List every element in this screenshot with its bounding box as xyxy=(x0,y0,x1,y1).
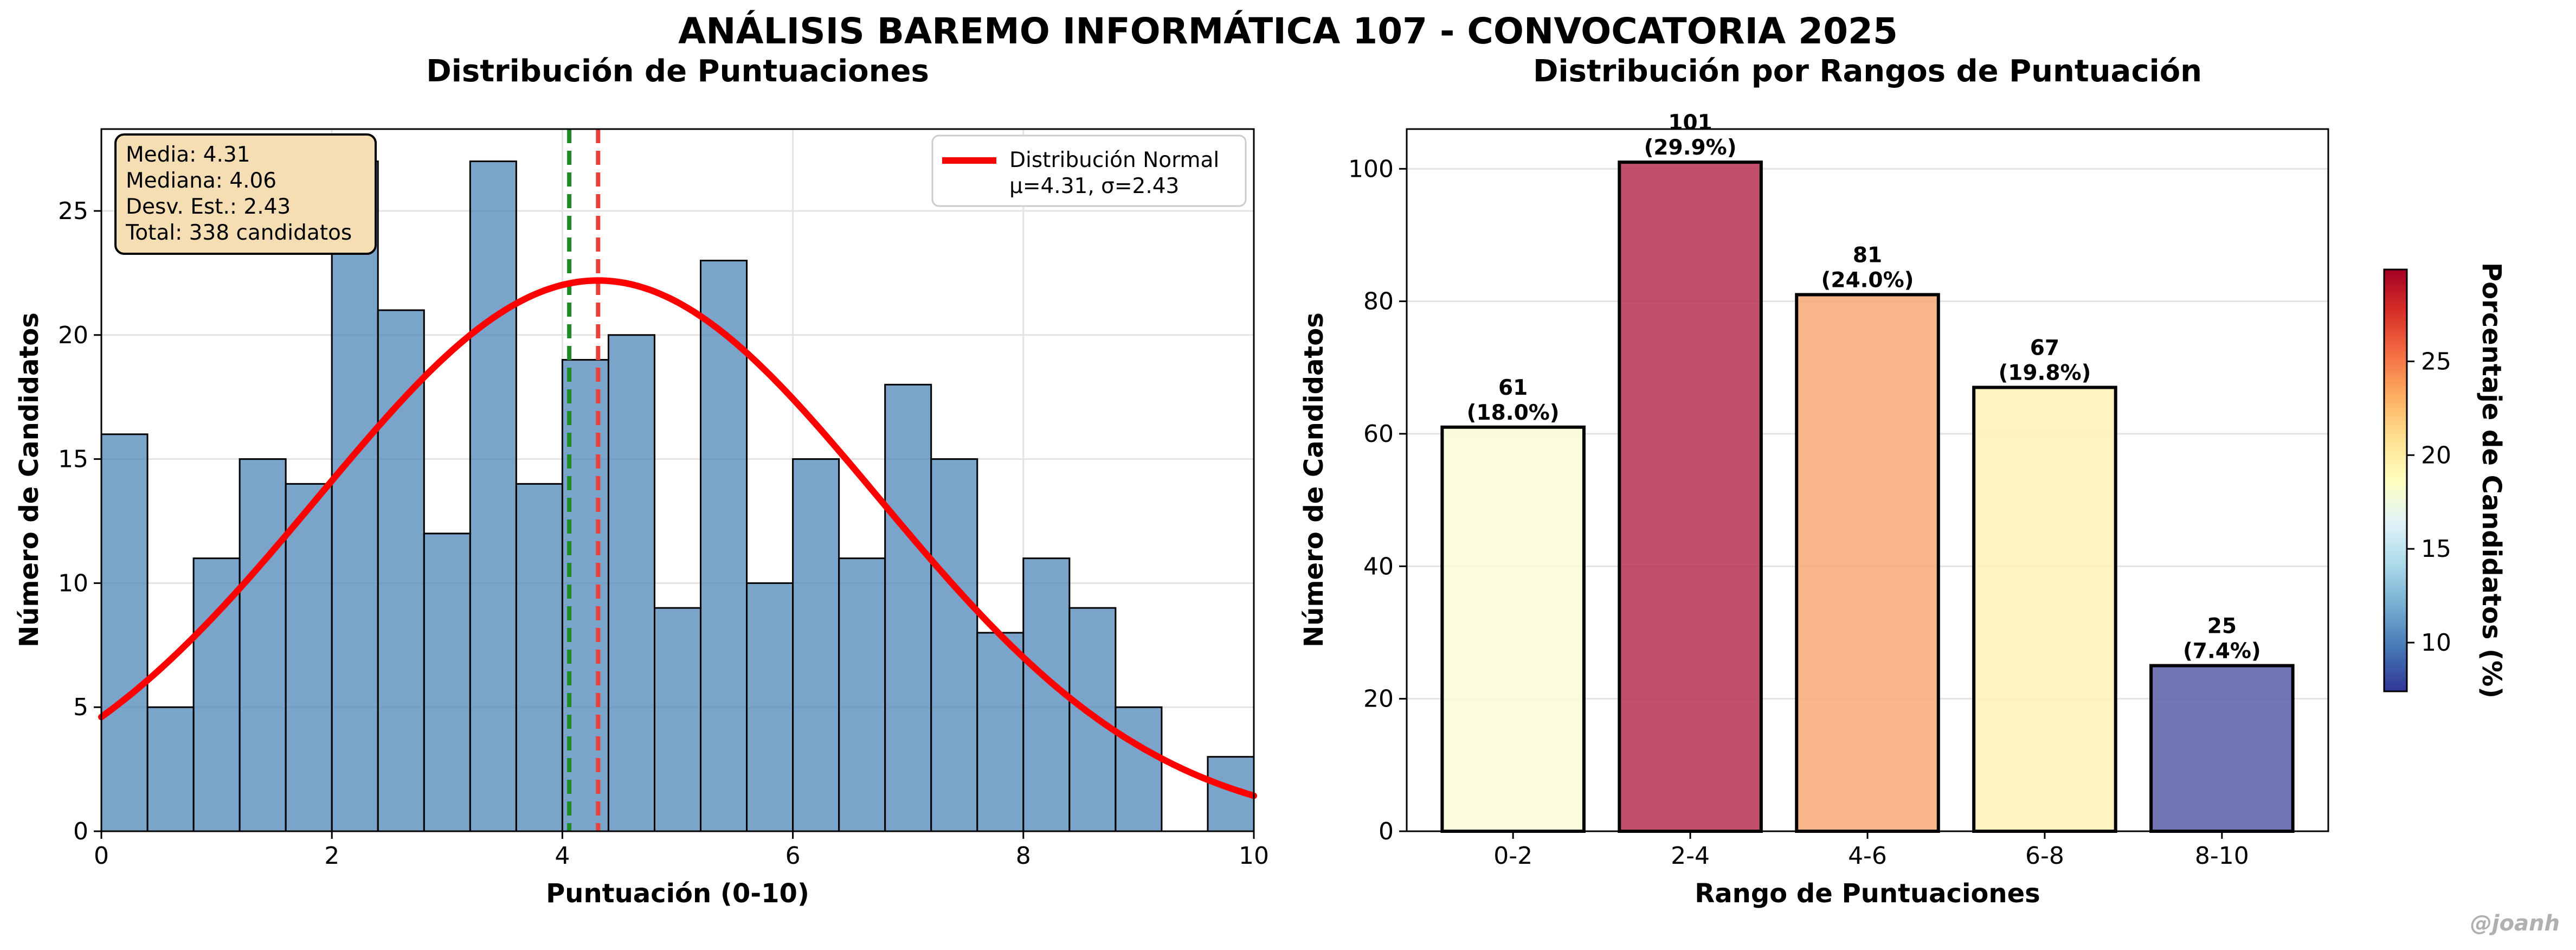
y-tick-label: 0 xyxy=(1379,818,1394,845)
y-tick-label: 15 xyxy=(58,446,88,473)
histogram-bar xyxy=(423,532,471,832)
colorbar-tick-label: 10 xyxy=(2421,629,2451,657)
histogram-bars xyxy=(100,160,1255,832)
stats-std: Desv. Est.: 2.43 xyxy=(126,195,291,219)
range-y-ticks: 0 20 40 60 80 100 xyxy=(1348,155,1407,845)
colorbar-gradient xyxy=(2383,268,2408,692)
bar-count-label: 81 xyxy=(1853,243,1882,267)
x-tick-label: 6-8 xyxy=(2025,842,2064,870)
histogram-bar xyxy=(930,458,978,832)
colorbar-label: Porcentaje de Candidatos (%) xyxy=(2476,262,2507,698)
colorbar-tick-label: 20 xyxy=(2421,441,2451,469)
range-bar-chart: Distribución por Rangos de Puntuación 61… xyxy=(1299,54,2329,909)
y-tick-label: 25 xyxy=(58,197,88,225)
bar-count-label: 101 xyxy=(1668,111,1712,135)
bar-percent-label: (19.8%) xyxy=(1998,361,2091,385)
histogram-bar xyxy=(838,557,886,832)
histogram-bar xyxy=(331,160,379,832)
range-y-axis-label: Número de Candidatos xyxy=(1299,312,1329,647)
x-tick-label: 2 xyxy=(324,842,339,870)
histogram-bar xyxy=(469,160,517,832)
histogram-bar xyxy=(792,458,840,832)
y-tick-label: 10 xyxy=(58,569,88,597)
stats-total: Total: 338 candidatos xyxy=(125,221,352,245)
range-bars xyxy=(1440,161,2295,833)
histogram-bar xyxy=(884,383,932,832)
colorbar-ticks: 10 15 20 25 xyxy=(2407,348,2451,657)
histogram-bar xyxy=(1068,607,1117,832)
histogram-x-axis-label: Puntuación (0-10) xyxy=(546,878,809,909)
y-tick-label: 0 xyxy=(73,818,88,845)
bar-count-label: 25 xyxy=(2207,614,2237,639)
bar-percent-label: (29.9%) xyxy=(1644,136,1737,160)
y-tick-label: 60 xyxy=(1363,420,1394,448)
x-tick-label: 8-10 xyxy=(2195,842,2249,870)
range-bar xyxy=(1618,161,1763,833)
histogram-bar xyxy=(1115,706,1163,832)
legend-params: μ=4.31, σ=2.43 xyxy=(1009,174,1179,198)
histogram-bar xyxy=(100,433,149,832)
x-tick-label: 10 xyxy=(1239,842,1269,870)
bar-percent-label: (18.0%) xyxy=(1467,401,1560,425)
bar-percent-label: (24.0%) xyxy=(1821,268,1914,292)
x-tick-label: 6 xyxy=(785,842,801,870)
colorbar-tick-label: 15 xyxy=(2421,535,2451,563)
y-tick-label: 20 xyxy=(1363,685,1394,713)
histogram-plot-frame xyxy=(100,128,1255,832)
histogram-bar xyxy=(700,260,748,832)
histogram-x-ticks: 0 2 4 6 8 10 xyxy=(94,831,1269,870)
stats-median: Mediana: 4.06 xyxy=(126,169,276,193)
range-x-ticks: 0-2 2-4 4-6 6-8 8-10 xyxy=(1493,831,2249,870)
stats-mean: Media: 4.31 xyxy=(126,143,250,167)
range-bar xyxy=(1972,386,2117,833)
histogram-bar xyxy=(285,483,333,832)
legend-box xyxy=(931,134,1247,207)
y-tick-label: 80 xyxy=(1363,288,1394,316)
range-x-axis-label: Rango de Puntuaciones xyxy=(1695,878,2040,909)
stats-box: Media: 4.31 Mediana: 4.06 Desv. Est.: 2.… xyxy=(114,133,377,255)
histogram-bar xyxy=(607,334,655,832)
stats-box-background xyxy=(114,133,377,255)
bar-count-label: 67 xyxy=(2030,336,2059,360)
x-tick-label: 4-6 xyxy=(1848,842,1887,870)
range-bar xyxy=(2149,664,2295,833)
y-tick-label: 5 xyxy=(73,694,88,721)
histogram-bar xyxy=(192,557,241,832)
range-bar-labels: 61(18.0%) 101(29.9%) 81(24.0%) 67(19.8%) 25(… xyxy=(1467,111,2261,663)
range-chart-title: Distribución por Rangos de Puntuación xyxy=(1533,54,2202,89)
x-tick-label: 2-4 xyxy=(1671,842,1710,870)
histogram-bar xyxy=(746,582,794,832)
histogram-y-ticks: 0 5 10 15 20 25 xyxy=(58,197,101,845)
y-tick-label: 20 xyxy=(58,322,88,349)
legend-label: Distribución Normal xyxy=(1009,148,1219,172)
histogram-title: Distribución de Puntuaciones xyxy=(426,54,929,89)
y-tick-label: 100 xyxy=(1348,155,1394,183)
normal-distribution-curve xyxy=(98,277,1257,799)
colorbar: 10 15 20 25 Porcentaje de Candidatos (%) xyxy=(2383,262,2507,698)
histogram-y-axis-label: Número de Candidatos xyxy=(14,312,44,647)
y-tick-label: 40 xyxy=(1363,553,1394,580)
figure-title: ANÁLISIS BAREMO INFORMÁTICA 107 - CONVOC… xyxy=(678,10,1898,52)
histogram-legend: Distribución Normal μ=4.31, σ=2.43 xyxy=(931,134,1247,207)
x-tick-label: 0 xyxy=(94,842,109,870)
bar-percent-label: (7.4%) xyxy=(2183,639,2261,664)
bar-count-label: 61 xyxy=(1498,376,1528,400)
x-tick-label: 0-2 xyxy=(1493,842,1532,870)
histogram-bar xyxy=(976,632,1025,832)
histogram-bar xyxy=(515,483,563,832)
colorbar-tick-label: 25 xyxy=(2421,348,2451,375)
watermark: @joanh xyxy=(2470,911,2560,936)
x-tick-label: 8 xyxy=(1016,842,1031,870)
histogram-bar xyxy=(146,706,195,832)
histogram-bar xyxy=(653,607,702,832)
range-bar xyxy=(1795,293,1940,833)
x-tick-label: 4 xyxy=(555,842,570,870)
histogram-bar xyxy=(239,458,287,832)
histogram-reference-lines xyxy=(567,129,601,831)
range-bar xyxy=(1440,425,1586,833)
histogram-chart: Distribución de Puntuaciones 0 2 4 6 8 10 0 5 1… xyxy=(14,54,1269,909)
